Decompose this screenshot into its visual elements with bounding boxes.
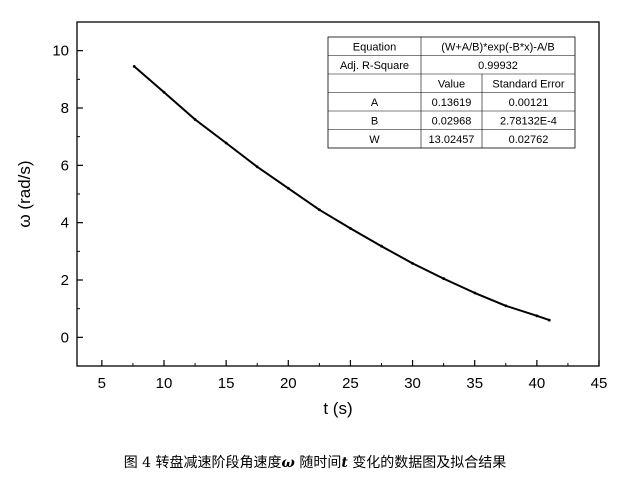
table-cell: 0.99932 bbox=[478, 60, 518, 72]
table-cell: Equation bbox=[353, 41, 396, 53]
data-point bbox=[286, 186, 290, 190]
table-cell: 2.78132E-4 bbox=[500, 115, 557, 127]
x-tick-label: 25 bbox=[342, 375, 359, 392]
x-axis-title: t (s) bbox=[323, 399, 352, 418]
y-axis-title: ω (rad/s) bbox=[15, 160, 34, 227]
x-tick-label: 40 bbox=[529, 375, 546, 392]
table-cell: A bbox=[371, 97, 379, 109]
table-cell: (W+A/B)*exp(-B*x)-A/B bbox=[441, 41, 554, 53]
data-point bbox=[473, 291, 477, 295]
fit-results-table: Equation (W+A/B)*exp(-B*x)-A/B Adj. R-Squa… bbox=[327, 36, 576, 149]
table-cell: 0.13619 bbox=[432, 97, 472, 109]
table-cell: 0.00121 bbox=[509, 97, 549, 109]
x-tick-label: 45 bbox=[591, 375, 608, 392]
y-tick-label: 6 bbox=[61, 157, 69, 174]
x-tick-label: 35 bbox=[466, 375, 483, 392]
data-point bbox=[224, 141, 228, 145]
series-group bbox=[132, 65, 551, 322]
table-cell: W bbox=[369, 134, 380, 146]
figure-caption: 图 4 转盘减速阶段角速度ω 随时间t 变化的数据图及拟合结果 bbox=[0, 452, 630, 472]
y-tick-label: 4 bbox=[61, 215, 69, 232]
y-tick-label: 0 bbox=[61, 329, 69, 346]
caption-omega-symbol: ω bbox=[281, 455, 295, 471]
caption-suffix: 变化的数据图及拟合结果 bbox=[347, 455, 507, 471]
data-point bbox=[317, 208, 321, 212]
data-point bbox=[193, 118, 197, 121]
chart-canvas: 5 10 15 20 25 30 35 40 45 0 2 4 6 8 10 t (s) ω (rad/s… bbox=[15, 21, 608, 418]
table-cell: 0.02762 bbox=[509, 134, 549, 146]
data-point bbox=[442, 277, 446, 280]
data-point bbox=[547, 318, 551, 322]
y-axis-ticks: 0 2 4 6 8 10 bbox=[52, 43, 83, 346]
y-tick-label: 8 bbox=[61, 100, 69, 117]
data-point bbox=[132, 65, 136, 68]
table-cell: Adj. R-Square bbox=[340, 60, 409, 72]
x-axis-ticks: 5 10 15 20 25 30 35 40 45 bbox=[98, 360, 608, 392]
caption-middle: 随时间 bbox=[294, 455, 342, 471]
data-point bbox=[504, 304, 508, 308]
caption-t-symbol: t bbox=[341, 455, 348, 471]
data-point bbox=[162, 90, 166, 94]
data-point bbox=[411, 261, 414, 265]
x-tick-label: 20 bbox=[280, 375, 297, 392]
caption-prefix: 图 4 转盘减速阶段角速度 bbox=[123, 455, 282, 471]
data-point bbox=[349, 227, 352, 230]
y-tick-label: 10 bbox=[52, 43, 69, 60]
table-cell: 13.02457 bbox=[429, 134, 475, 146]
x-tick-label: 5 bbox=[98, 375, 106, 392]
table-cell: Value bbox=[438, 78, 465, 90]
y-tick-label: 2 bbox=[61, 272, 69, 289]
x-tick-label: 10 bbox=[156, 375, 173, 392]
data-point bbox=[380, 244, 383, 248]
table-cell: 0.02968 bbox=[432, 115, 472, 127]
table-cell: Standard Error bbox=[492, 78, 564, 90]
data-point bbox=[535, 314, 539, 318]
x-tick-label: 30 bbox=[404, 375, 421, 392]
table-cell: B bbox=[371, 115, 378, 127]
x-tick-label: 15 bbox=[218, 375, 235, 392]
data-point bbox=[255, 165, 259, 169]
